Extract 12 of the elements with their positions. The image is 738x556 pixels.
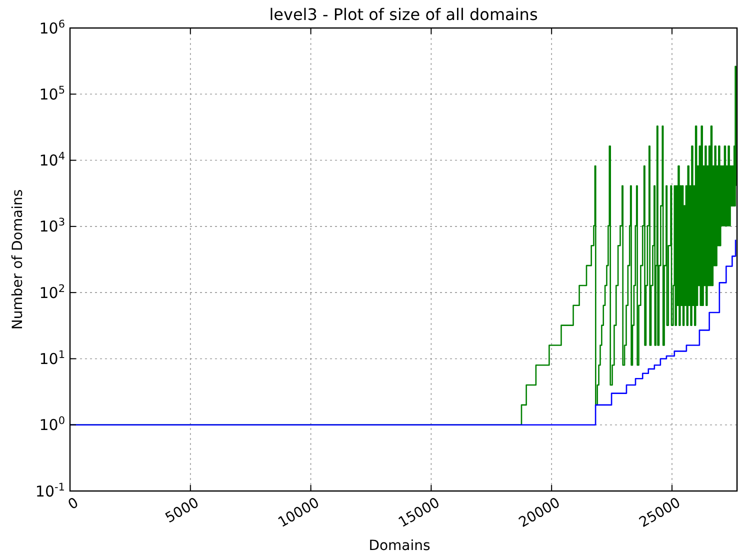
x-axis-title: Domains <box>368 538 430 554</box>
y-tick-label: 10$^{6}$ <box>39 18 66 38</box>
chart-title: level3 - Plot of size of all domains <box>269 5 538 24</box>
x-tick-label: 0 <box>66 494 82 514</box>
y-tick-label: 10$^{2}$ <box>39 282 65 302</box>
y-axis-title: Number of Domains <box>10 189 26 330</box>
y-tick-label: 10$^{4}$ <box>39 150 66 170</box>
y-tick-label: 10$^{0}$ <box>39 415 65 434</box>
y-tick-label: 10$^{3}$ <box>39 216 65 236</box>
y-tick-label: 10$^{1}$ <box>39 348 65 368</box>
y-tick-label: 10$^{-1}$ <box>35 481 65 500</box>
y-tick-label: 10$^{5}$ <box>39 84 65 104</box>
